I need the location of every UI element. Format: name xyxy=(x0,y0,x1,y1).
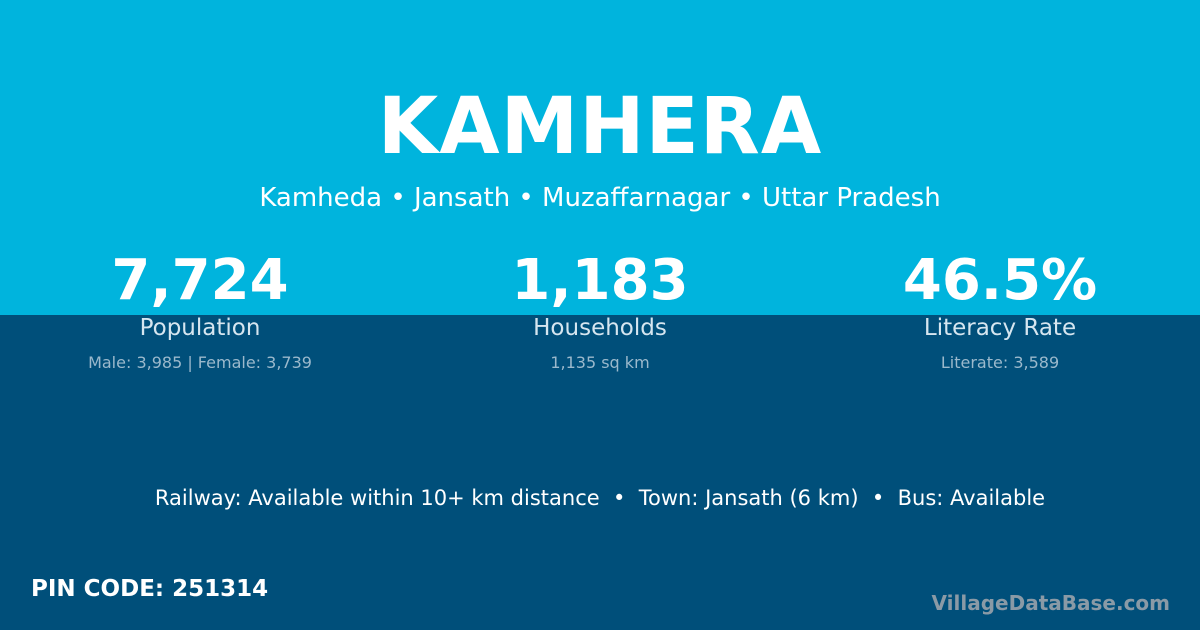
header-band xyxy=(0,0,1200,315)
stat-detail: 1,135 sq km xyxy=(550,353,650,372)
stat-value: 1,183 xyxy=(511,248,689,313)
stat-detail: Male: 3,985 | Female: 3,739 xyxy=(88,353,312,372)
stat-literacy: 46.5% Literacy Rate Literate: 3,589 xyxy=(800,248,1200,373)
pin-code: PIN CODE: 251314 xyxy=(31,576,269,602)
location-breadcrumb: Kamheda • Jansath • Muzaffarnagar • Utta… xyxy=(259,183,941,213)
brand-logo: VillageDataBase.com xyxy=(931,591,1170,615)
stat-value: 7,724 xyxy=(111,248,289,313)
stat-detail: Literate: 3,589 xyxy=(940,353,1060,372)
stat-population: 7,724 Population Male: 3,985 | Female: 3… xyxy=(0,248,400,373)
stat-value: 46.5% xyxy=(902,248,1098,313)
stat-label: Population xyxy=(139,315,261,341)
village-title: KAMHERA xyxy=(377,82,823,172)
amenities-info: Railway: Available within 10+ km distanc… xyxy=(154,486,1046,510)
stat-households: 1,183 Households 1,135 sq km xyxy=(400,248,800,373)
stat-label: Households xyxy=(533,315,667,341)
stat-label: Literacy Rate xyxy=(923,315,1077,341)
